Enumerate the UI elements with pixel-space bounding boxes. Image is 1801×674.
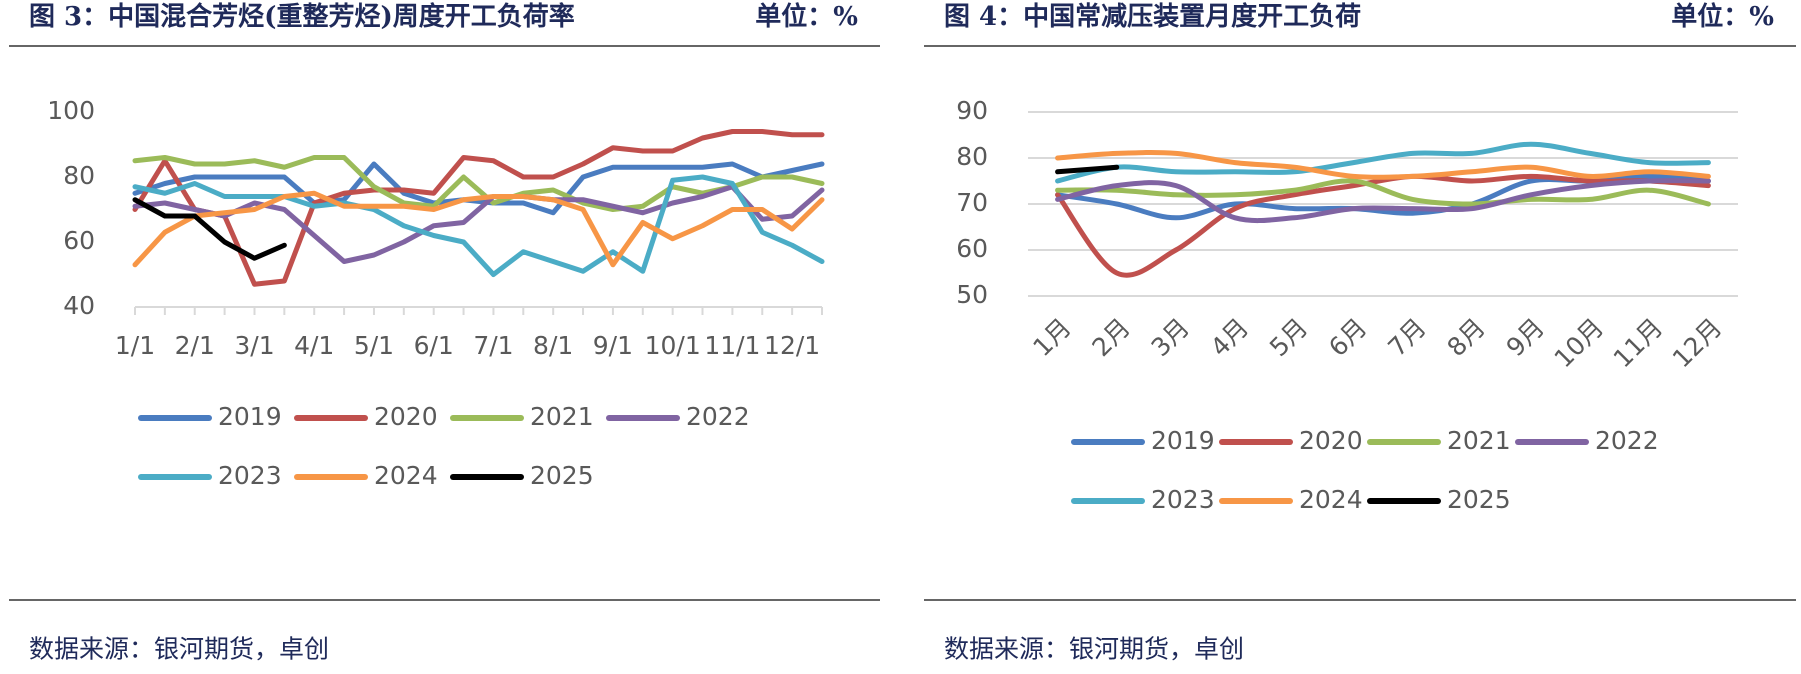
x-tick-label: 2月 [1087,313,1136,362]
x-tick-label: 9/1 [593,331,633,360]
series-line [132,155,825,212]
x-tick-label: 11月 [1608,313,1669,374]
x-tick-label: 4月 [1205,313,1254,362]
legend-label: 2021 [530,402,594,431]
series-line [1055,150,1711,180]
legend-label: 2025 [530,461,594,490]
y-tick-label: 70 [956,188,988,217]
series-line [132,184,825,264]
x-tick-label: 6/1 [414,331,454,360]
legend-label: 2022 [1595,426,1659,455]
y-tick-label: 90 [956,96,988,125]
legend-label: 2024 [374,461,438,490]
legend-label: 2025 [1447,485,1511,514]
x-tick-label: 10月 [1549,313,1610,374]
x-tick-label: 3/1 [234,331,274,360]
legend-label: 2020 [1299,426,1363,455]
unit-label: 单位：% [1671,1,1774,32]
legend-label: 2023 [218,461,282,490]
y-tick-label: 100 [47,96,95,125]
chart-title: 图 3：中国混合芳烃(重整芳烃)周度开工负荷率 [29,1,575,32]
y-tick-label: 80 [63,161,95,190]
legend-label: 2022 [686,402,750,431]
legend-label: 2023 [1151,485,1215,514]
x-tick-label: 4/1 [294,331,334,360]
unit-label: 单位：% [755,1,858,32]
x-tick-label: 10/1 [645,331,701,360]
x-tick-label: 8/1 [533,331,573,360]
legend-label: 2020 [374,402,438,431]
legend-label: 2019 [1151,426,1215,455]
x-tick-label: 12/1 [764,331,820,360]
x-tick-label: 11/1 [704,331,760,360]
series-line [1055,178,1711,207]
y-tick-label: 60 [63,226,95,255]
x-tick-label: 12月 [1667,313,1728,374]
x-tick-label: 5月 [1264,313,1313,362]
x-tick-label: 1/1 [115,331,155,360]
legend-label: 2019 [218,402,282,431]
series-line [1055,141,1711,184]
chart-title: 图 4：中国常减压装置月度开工负荷 [944,1,1361,32]
x-tick-label: 3月 [1146,313,1195,362]
y-tick-label: 50 [956,280,988,309]
source-note: 数据来源：银河期货，卓创 [29,635,329,664]
x-tick-label: 8月 [1442,313,1491,362]
series-line [132,174,825,277]
x-tick-label: 7月 [1382,313,1431,362]
y-tick-label: 80 [956,142,988,171]
y-tick-label: 60 [956,234,988,263]
legend-label: 2024 [1299,485,1363,514]
series-line [132,129,825,287]
x-tick-label: 5/1 [354,331,394,360]
series-line [132,197,287,261]
x-tick-label: 2/1 [175,331,215,360]
series-line [132,190,825,268]
series-line [132,161,825,216]
legend-label: 2021 [1447,426,1511,455]
series-line [1055,164,1120,175]
x-tick-label: 6月 [1323,313,1372,362]
series-line [1055,178,1711,224]
x-tick-label: 7/1 [473,331,513,360]
x-tick-label: 1月 [1027,313,1076,362]
y-tick-label: 40 [63,291,95,320]
x-tick-label: 9月 [1501,313,1550,362]
source-note: 数据来源：银河期货，卓创 [944,635,1244,664]
